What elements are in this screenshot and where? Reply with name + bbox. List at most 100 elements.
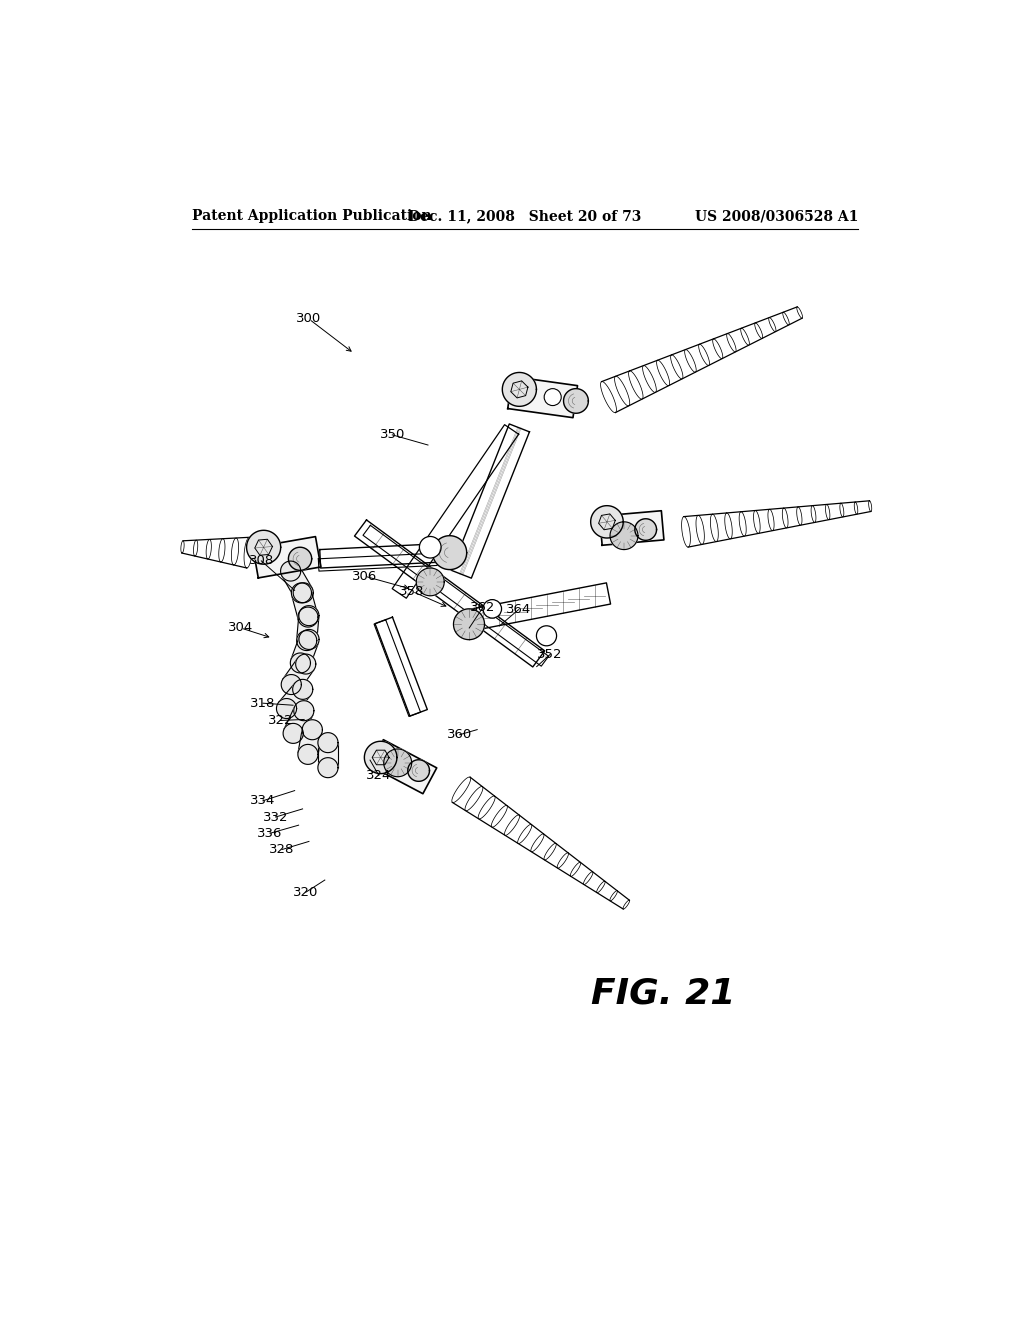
Polygon shape — [302, 719, 323, 739]
Text: 318: 318 — [250, 697, 275, 710]
Polygon shape — [291, 653, 310, 673]
Polygon shape — [698, 345, 710, 366]
Polygon shape — [299, 606, 318, 626]
Polygon shape — [544, 843, 556, 859]
Polygon shape — [317, 733, 338, 752]
Polygon shape — [610, 521, 638, 549]
Polygon shape — [282, 566, 312, 598]
Text: FIG. 21: FIG. 21 — [591, 977, 735, 1011]
Polygon shape — [467, 583, 610, 631]
Polygon shape — [629, 371, 643, 399]
Polygon shape — [563, 388, 589, 413]
Polygon shape — [297, 615, 318, 642]
Text: 362: 362 — [470, 601, 496, 614]
Polygon shape — [294, 701, 314, 721]
Polygon shape — [643, 366, 656, 392]
Polygon shape — [247, 531, 281, 564]
Polygon shape — [276, 698, 297, 718]
Polygon shape — [478, 796, 496, 818]
Polygon shape — [725, 513, 732, 539]
Text: 336: 336 — [257, 826, 283, 840]
Polygon shape — [365, 742, 397, 774]
Circle shape — [537, 626, 557, 645]
Circle shape — [483, 599, 502, 618]
Polygon shape — [297, 631, 316, 651]
Polygon shape — [600, 381, 616, 413]
Polygon shape — [281, 561, 301, 581]
Text: US 2008/0306528 A1: US 2008/0306528 A1 — [694, 209, 858, 223]
Polygon shape — [253, 537, 321, 578]
Polygon shape — [600, 511, 664, 545]
Text: 352: 352 — [538, 648, 563, 661]
Polygon shape — [384, 748, 412, 776]
Polygon shape — [623, 900, 630, 909]
Text: 308: 308 — [249, 554, 274, 568]
Polygon shape — [591, 506, 624, 539]
Polygon shape — [282, 675, 301, 694]
Polygon shape — [452, 424, 529, 578]
Polygon shape — [319, 544, 446, 568]
Circle shape — [544, 388, 561, 405]
Text: 304: 304 — [228, 622, 253, 635]
Polygon shape — [782, 313, 790, 325]
Text: 306: 306 — [352, 570, 377, 582]
Polygon shape — [825, 504, 829, 520]
Polygon shape — [298, 744, 318, 764]
Polygon shape — [454, 609, 484, 640]
Polygon shape — [840, 503, 844, 517]
Polygon shape — [854, 502, 858, 515]
Text: 360: 360 — [447, 729, 472, 742]
Polygon shape — [452, 777, 471, 803]
Text: 300: 300 — [296, 313, 322, 326]
Polygon shape — [696, 515, 705, 544]
Polygon shape — [318, 553, 447, 572]
Polygon shape — [503, 372, 537, 407]
Polygon shape — [292, 590, 317, 619]
Polygon shape — [317, 743, 338, 768]
Polygon shape — [597, 882, 605, 892]
Polygon shape — [375, 618, 427, 715]
Polygon shape — [518, 825, 531, 843]
Polygon shape — [194, 540, 198, 556]
Text: 322: 322 — [267, 714, 293, 727]
Polygon shape — [181, 541, 184, 553]
Polygon shape — [289, 548, 311, 570]
Polygon shape — [610, 891, 617, 902]
Polygon shape — [739, 512, 746, 536]
Polygon shape — [284, 706, 313, 738]
Polygon shape — [740, 329, 750, 346]
Polygon shape — [279, 682, 310, 715]
Polygon shape — [584, 871, 593, 884]
Text: 358: 358 — [399, 585, 425, 598]
Polygon shape — [244, 537, 252, 568]
Polygon shape — [671, 355, 683, 379]
Polygon shape — [417, 568, 444, 595]
Polygon shape — [370, 739, 436, 793]
Polygon shape — [685, 350, 696, 372]
Text: Dec. 11, 2008 Sheet 20 of 73: Dec. 11, 2008 Sheet 20 of 73 — [409, 209, 641, 223]
Polygon shape — [283, 659, 314, 690]
Polygon shape — [530, 834, 544, 851]
Text: 332: 332 — [263, 810, 289, 824]
Text: 334: 334 — [250, 795, 275, 808]
Polygon shape — [299, 630, 319, 649]
Polygon shape — [755, 323, 763, 338]
Polygon shape — [392, 425, 519, 598]
Polygon shape — [782, 508, 788, 528]
Text: 320: 320 — [293, 886, 318, 899]
Polygon shape — [635, 519, 656, 540]
Polygon shape — [298, 607, 318, 627]
Polygon shape — [296, 653, 315, 675]
Polygon shape — [231, 539, 239, 565]
Polygon shape — [408, 760, 429, 781]
Polygon shape — [727, 334, 736, 352]
Polygon shape — [293, 582, 313, 603]
Polygon shape — [432, 536, 467, 569]
Polygon shape — [465, 787, 483, 810]
Polygon shape — [769, 318, 776, 331]
Polygon shape — [283, 723, 303, 743]
Polygon shape — [293, 680, 312, 700]
Text: 328: 328 — [269, 843, 295, 857]
Polygon shape — [768, 510, 774, 531]
Text: Patent Application Publication: Patent Application Publication — [191, 209, 431, 223]
